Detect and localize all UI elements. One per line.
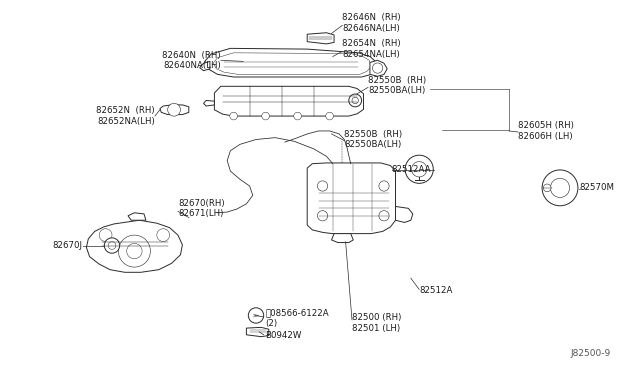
Circle shape xyxy=(262,112,269,120)
Polygon shape xyxy=(396,206,413,222)
Polygon shape xyxy=(246,327,269,337)
Polygon shape xyxy=(307,163,396,234)
Text: 82550B  (RH)
82550BA(LH): 82550B (RH) 82550BA(LH) xyxy=(344,130,403,149)
Polygon shape xyxy=(307,33,334,44)
Text: 82512A: 82512A xyxy=(419,286,452,295)
Text: 82640N  (RH)
82640NA(LH): 82640N (RH) 82640NA(LH) xyxy=(162,51,221,70)
Text: 82670J: 82670J xyxy=(52,241,82,250)
Polygon shape xyxy=(86,220,182,272)
Text: 82654N  (RH)
82654NA(LH): 82654N (RH) 82654NA(LH) xyxy=(342,39,401,59)
Circle shape xyxy=(379,211,389,221)
Text: 82652N  (RH)
82652NA(LH): 82652N (RH) 82652NA(LH) xyxy=(96,106,155,126)
Circle shape xyxy=(405,155,433,183)
Circle shape xyxy=(379,181,389,191)
Polygon shape xyxy=(204,100,214,106)
Text: 82550B  (RH)
82550BA(LH): 82550B (RH) 82550BA(LH) xyxy=(368,76,426,95)
Polygon shape xyxy=(128,213,146,220)
Circle shape xyxy=(412,161,427,177)
Circle shape xyxy=(168,103,180,116)
Circle shape xyxy=(543,184,551,192)
Polygon shape xyxy=(205,48,379,77)
Circle shape xyxy=(108,242,116,249)
Circle shape xyxy=(99,229,112,241)
Circle shape xyxy=(550,178,570,198)
Text: 82670(RH)
82671(LH): 82670(RH) 82671(LH) xyxy=(178,199,225,218)
Polygon shape xyxy=(200,61,210,71)
Polygon shape xyxy=(370,60,387,76)
Circle shape xyxy=(230,112,237,120)
Circle shape xyxy=(248,308,264,323)
Circle shape xyxy=(372,63,383,73)
Circle shape xyxy=(352,97,358,104)
Circle shape xyxy=(317,211,328,221)
Circle shape xyxy=(294,112,301,120)
Text: 82512AA: 82512AA xyxy=(392,165,431,174)
Text: B0942W: B0942W xyxy=(266,331,302,340)
Polygon shape xyxy=(160,105,189,115)
Text: 08566-6122A
(2): 08566-6122A (2) xyxy=(266,308,329,328)
Circle shape xyxy=(104,238,120,253)
Text: J82500-9: J82500-9 xyxy=(571,349,611,358)
Circle shape xyxy=(127,243,142,259)
Circle shape xyxy=(349,94,362,107)
Text: 82646N  (RH)
82646NA(LH): 82646N (RH) 82646NA(LH) xyxy=(342,13,401,33)
Circle shape xyxy=(317,181,328,191)
Polygon shape xyxy=(332,234,353,243)
Circle shape xyxy=(542,170,578,206)
Circle shape xyxy=(326,112,333,120)
Text: 82570M: 82570M xyxy=(580,183,615,192)
Text: 82500 (RH)
82501 (LH): 82500 (RH) 82501 (LH) xyxy=(352,313,401,333)
Circle shape xyxy=(118,235,150,267)
Text: 82605H (RH)
82606H (LH): 82605H (RH) 82606H (LH) xyxy=(518,121,574,141)
Circle shape xyxy=(157,229,170,241)
Polygon shape xyxy=(214,86,364,116)
